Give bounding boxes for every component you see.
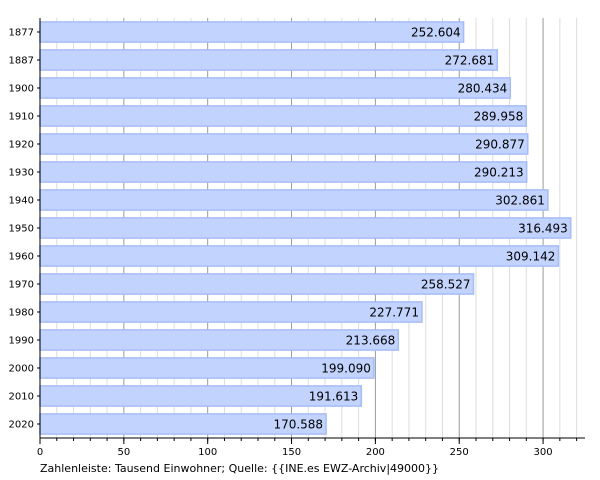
bar-1910 [39,105,527,127]
value-label-1930: 290.213 [474,166,524,180]
category-label-2010: 2010 [9,392,34,403]
value-label-1920: 290.877 [475,138,525,152]
category-label-1930: 1930 [9,168,34,179]
chart-caption: Zahlenleiste: Tausend Einwohner; Quelle:… [40,462,440,475]
x-tick-label-150: 150 [282,447,301,458]
category-label-1887: 1887 [9,56,34,67]
value-label-1887: 272.681 [445,54,495,68]
category-label-1910: 1910 [9,112,34,123]
bar-1940 [39,189,549,211]
x-tick-label-300: 300 [534,447,553,458]
category-label-1970: 1970 [9,280,34,291]
bar-1990 [39,329,400,351]
category-label-1920: 1920 [9,140,34,151]
bar-1877 [39,21,465,43]
bar-1920 [39,133,529,155]
x-tick-label-50: 50 [117,447,130,458]
value-label-1910: 289.958 [474,110,524,124]
x-tick-label-0: 0 [37,447,43,458]
bar-1900 [39,77,512,99]
category-label-2020: 2020 [9,420,34,431]
value-label-1970: 258.527 [421,278,471,292]
value-label-2020: 170.588 [273,418,323,432]
bar-1930 [39,161,528,183]
bar-1970 [39,273,475,295]
value-label-1950: 316.493 [518,222,568,236]
value-label-1980: 227.771 [369,306,419,320]
x-tick-label-200: 200 [366,447,385,458]
value-label-2000: 199.090 [321,362,371,376]
bar-1887 [39,49,499,71]
category-label-1950: 1950 [9,224,34,235]
category-label-1980: 1980 [9,308,34,319]
bar-1960 [39,245,560,267]
value-label-1960: 309.142 [506,250,556,264]
bar-1980 [39,301,423,323]
value-label-1940: 302.861 [495,194,545,208]
value-label-2010: 191.613 [309,390,359,404]
bar-1950 [39,217,572,239]
value-label-1877: 252.604 [411,26,461,40]
value-label-1900: 280.434 [458,82,508,96]
category-label-1900: 1900 [9,84,34,95]
x-tick-label-100: 100 [198,447,217,458]
value-label-1990: 213.668 [346,334,396,348]
category-label-1960: 1960 [9,252,34,263]
category-label-1940: 1940 [9,196,34,207]
bars: 252.604 272.681 280.434 289.958 290.877 290.2… [39,21,572,435]
category-label-1990: 1990 [9,336,34,347]
category-label-1877: 1877 [9,28,34,39]
x-tick-label-250: 250 [450,447,469,458]
category-label-2000: 2000 [9,364,34,375]
axes: 1877 1887 1900 1910 1920 1930 1940 1950 1960 1970… [9,18,585,458]
